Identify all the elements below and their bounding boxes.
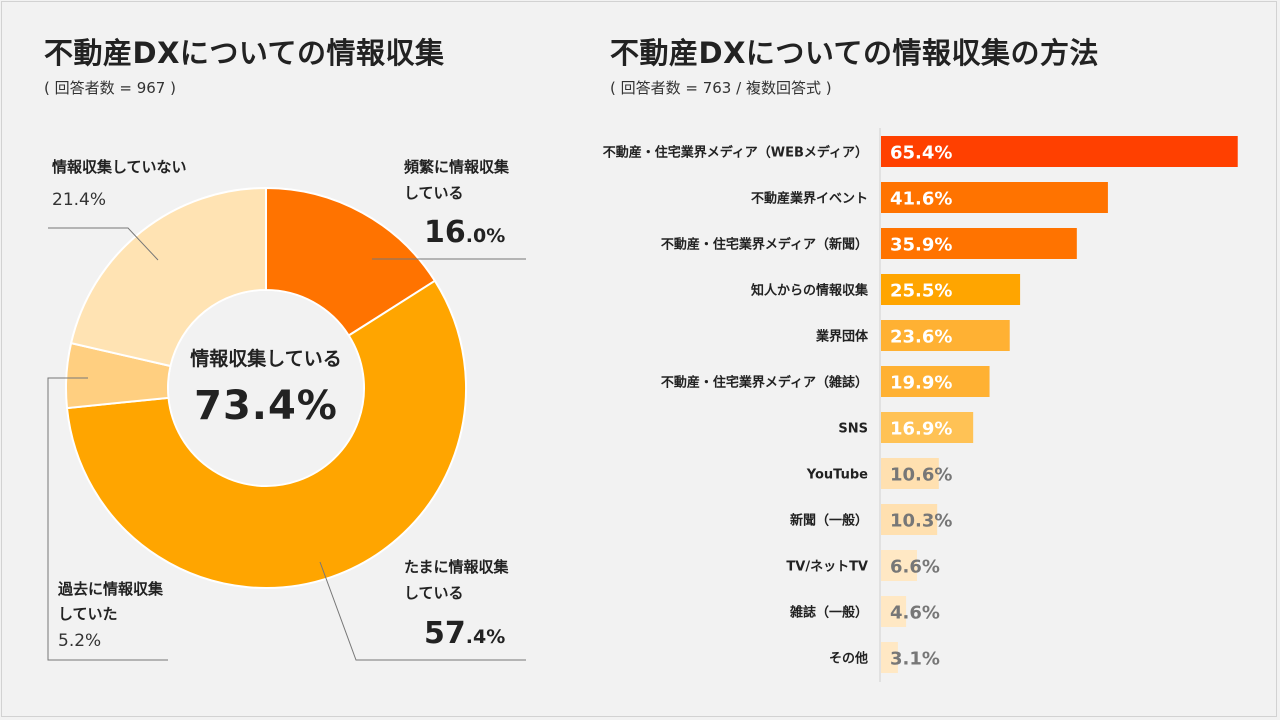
bar-value-label: 6.6% xyxy=(890,557,940,578)
bar-category-label: 業界団体 xyxy=(815,329,869,345)
bar-category-label: YouTube xyxy=(806,468,868,483)
donut-center-label: 情報収集している xyxy=(190,348,342,370)
bar-category-label: 不動産業界イベント xyxy=(751,191,868,207)
donut-slice-4 xyxy=(69,186,267,368)
bar-value-label: 19.9% xyxy=(890,373,952,394)
bar-chart: 不動産・住宅業界メディア（WEBメディア） 65.4% 不動産業界イベント 41.6%… xyxy=(603,128,1238,682)
bar-value-label: 65.4% xyxy=(890,143,952,164)
bar-value-label: 3.1% xyxy=(890,649,940,670)
leader-line-not xyxy=(48,227,159,261)
label-sometimes-line2: している xyxy=(404,584,464,602)
label-past-line2: していた xyxy=(58,605,118,623)
bar xyxy=(881,642,898,673)
bar-category-label: その他 xyxy=(829,651,868,667)
label-sometimes-pct: 57.4% xyxy=(424,616,506,651)
bar-category-label: 不動産・住宅業界メディア（雑誌） xyxy=(661,375,868,391)
bar-value-label: 10.3% xyxy=(890,511,952,532)
bar xyxy=(881,412,974,443)
bar-value-label: 25.5% xyxy=(890,281,952,302)
donut-slice-1 xyxy=(265,186,437,337)
bar-value-label: 4.6% xyxy=(890,603,940,624)
label-past-pct: 5.2% xyxy=(58,631,102,651)
bar-title: 不動産DXについての情報収集の方法 xyxy=(610,36,1100,70)
leader-line-sometimes xyxy=(319,561,526,661)
donut-hole xyxy=(169,291,363,485)
bar-value-label: 16.9% xyxy=(890,419,952,440)
donut-chart xyxy=(47,186,526,661)
bar-category-label: 知人からの情報収集 xyxy=(751,283,869,299)
bar-category-label: 雑誌（一般） xyxy=(789,605,868,621)
bar xyxy=(881,550,917,581)
label-sometimes-line1: たまに情報収集 xyxy=(404,558,509,576)
donut-subtitle: ( 回答者数 = 967 ) xyxy=(44,79,176,97)
bar-category-label: 不動産・住宅業界メディア（WEBメディア） xyxy=(603,145,868,161)
donut-center-value: 73.4% xyxy=(194,383,338,429)
bar-category-label: 不動産・住宅業界メディア（新聞） xyxy=(661,237,868,253)
bar xyxy=(881,136,1238,167)
label-frequent-line1: 頻繁に情報収集 xyxy=(404,158,510,176)
label-past-line1: 過去に情報収集 xyxy=(58,580,164,598)
bar-category-label: SNS xyxy=(838,422,868,437)
bar xyxy=(881,458,939,489)
bar xyxy=(881,596,907,627)
bar xyxy=(881,228,1077,259)
bar xyxy=(881,504,938,535)
bar-value-label: 35.9% xyxy=(890,235,952,256)
bar-category-label: TV/ネットTV xyxy=(786,560,868,575)
leader-line-past xyxy=(47,377,168,661)
label-not-pct: 21.4% xyxy=(52,190,107,210)
bar-category-label: 新聞（一般） xyxy=(790,513,868,529)
donut-title: 不動産DXについての情報収集 xyxy=(44,36,445,70)
bar-subtitle: ( 回答者数 = 763 / 複数回答式 ) xyxy=(610,79,832,97)
label-frequent-line2: している xyxy=(404,184,464,202)
bar-value-label: 23.6% xyxy=(890,327,952,348)
label-frequent-pct: 16.0% xyxy=(424,215,506,250)
label-not-line1: 情報収集していない xyxy=(52,158,187,176)
bar xyxy=(881,320,1010,351)
donut-slice-2 xyxy=(65,279,467,589)
bar-value-label: 10.6% xyxy=(890,465,952,486)
bar xyxy=(881,274,1021,305)
bar xyxy=(881,366,990,397)
bar xyxy=(881,182,1108,213)
bar-value-label: 41.6% xyxy=(890,189,952,210)
